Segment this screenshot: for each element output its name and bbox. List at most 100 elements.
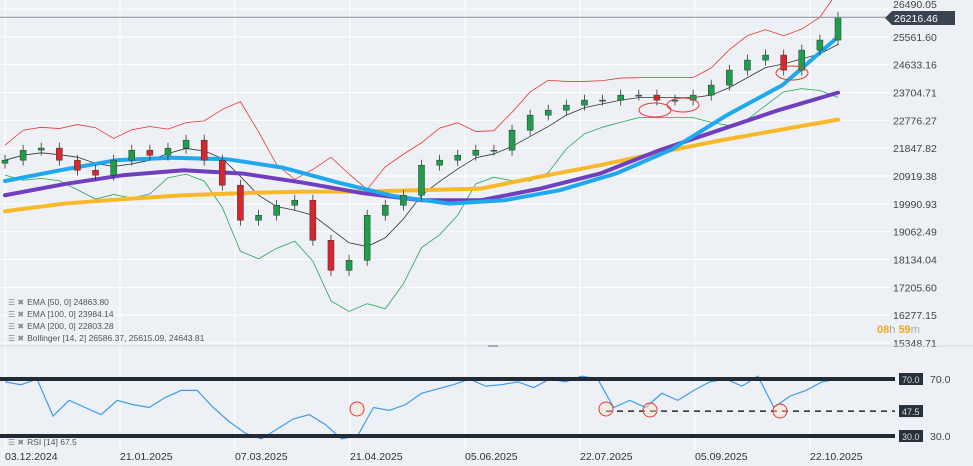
x-tick-label: 07.03.2025 (235, 451, 288, 463)
candle (689, 94, 697, 101)
candle (798, 49, 806, 71)
legend-params: [14] (43, 437, 58, 447)
candle (363, 215, 371, 261)
candle (436, 159, 443, 166)
x-tick-label: 22.10.2025 (810, 451, 863, 463)
candle (291, 199, 298, 206)
legend-params: [200, 0] (47, 321, 76, 331)
candle (526, 114, 534, 131)
y-tick-label: 17205.60 (893, 282, 937, 294)
candle (744, 59, 751, 71)
legend-params: [50, 0] (47, 297, 72, 307)
candle (327, 240, 335, 271)
rsi-axis-label: 70.0 (930, 374, 951, 386)
candle (490, 149, 498, 152)
legend-bollinger[interactable]: ☰ ✖ Bollinger [14, 2] 26586.37, 25615.09,… (8, 333, 204, 344)
candle (563, 104, 570, 111)
last-price-label: 26216.46 (894, 13, 938, 25)
legend-ema100[interactable]: ☰ ✖ EMA [100, 0] 23984.14 (8, 309, 114, 320)
rsi-level-tag-label: 47.5 (902, 407, 920, 417)
timer-hours: 08 (877, 324, 890, 336)
candle (635, 94, 643, 97)
candle (780, 54, 787, 71)
x-tick-label: 05.09.2025 (695, 451, 748, 463)
y-tick-label: 20919.38 (893, 171, 937, 183)
legend-ema50[interactable]: ☰ ✖ EMA [50, 0] 24863.80 (8, 297, 109, 308)
y-tick-label: 23704.71 (893, 88, 937, 100)
y-tick-label: 15348.71 (893, 338, 937, 350)
timer-h: h (889, 324, 896, 336)
candle (1, 159, 9, 164)
candle (400, 194, 407, 206)
candle (581, 99, 588, 106)
rsi-level-tag-label: 70.0 (902, 375, 920, 385)
x-tick-label: 21.04.2025 (350, 451, 403, 463)
candle (110, 159, 117, 176)
annotation-circle (598, 401, 614, 417)
bollinger-middle (4, 44, 839, 247)
candle (707, 84, 715, 96)
menu-icon[interactable]: ☰ ✖ (8, 310, 25, 319)
candle (37, 147, 45, 151)
legend-params: [14, 2] (62, 333, 87, 343)
candle (545, 109, 552, 116)
candle (237, 184, 244, 221)
bollinger-lower (4, 88, 839, 312)
legend-name: Bollinger (27, 333, 61, 343)
candle (92, 169, 99, 176)
annotation-ellipse (638, 102, 672, 118)
legend-value: 24863.80 (73, 297, 109, 307)
y-tick-label: 25561.60 (893, 32, 937, 44)
candle (255, 215, 262, 221)
candle (74, 159, 81, 171)
candle (19, 149, 27, 161)
y-tick-label: 18134.04 (893, 255, 937, 267)
y-tick-label: 19990.93 (893, 199, 937, 211)
y-tick-label: 16277.15 (893, 310, 937, 322)
candle (128, 149, 136, 161)
annotation-ellipse (775, 65, 809, 81)
candle (273, 204, 280, 216)
annotation-circle (349, 401, 365, 417)
menu-icon[interactable]: ☰ ✖ (8, 334, 25, 343)
candle (599, 99, 606, 102)
pane-resize-handle[interactable] (488, 345, 498, 347)
candle (164, 147, 172, 156)
menu-icon[interactable]: ☰ ✖ (8, 298, 25, 307)
candle (671, 99, 679, 102)
candle (200, 139, 208, 161)
timer-m: m (910, 324, 920, 336)
legend-name: RSI (27, 437, 42, 447)
candle (219, 159, 226, 186)
x-tick-label: 21.01.2025 (120, 451, 173, 463)
legend-ema200[interactable]: ☰ ✖ EMA [200, 0] 22803.28 (8, 321, 114, 332)
candle-timer: 08h 59m (877, 324, 920, 336)
legend-params: [100, 0] (47, 309, 76, 319)
annotation-circle (772, 403, 788, 419)
candle (345, 260, 353, 271)
rsi-level-tag (899, 430, 923, 442)
menu-icon[interactable]: ☰ ✖ (8, 438, 25, 447)
legend-value: 26586.37, 25615.09, 24643.81 (88, 333, 205, 343)
legend-rsi[interactable]: ☰ ✖ RSI [14] 67.5 (8, 437, 77, 448)
y-tick-label: 21847.82 (893, 143, 937, 155)
candle (653, 94, 661, 101)
menu-icon[interactable]: ☰ ✖ (8, 322, 25, 331)
y-tick-label: 24633.16 (893, 60, 937, 72)
annotation-circle (642, 402, 658, 418)
legend-name: EMA (27, 321, 46, 331)
candle (816, 39, 824, 51)
rsi-axis-label: 30.0 (930, 431, 951, 443)
rsi-level-tag (899, 373, 923, 385)
rsi-level-tag (899, 405, 923, 418)
candle (508, 129, 516, 151)
y-tick-label: 26490.05 (893, 0, 937, 11)
last-price-tag (885, 11, 955, 25)
timer-minutes: 59 (898, 324, 911, 336)
legend-value: 22803.28 (78, 321, 114, 331)
legend-name: EMA (27, 309, 46, 319)
legend-value: 23984.14 (78, 309, 114, 319)
candle (834, 16, 842, 41)
